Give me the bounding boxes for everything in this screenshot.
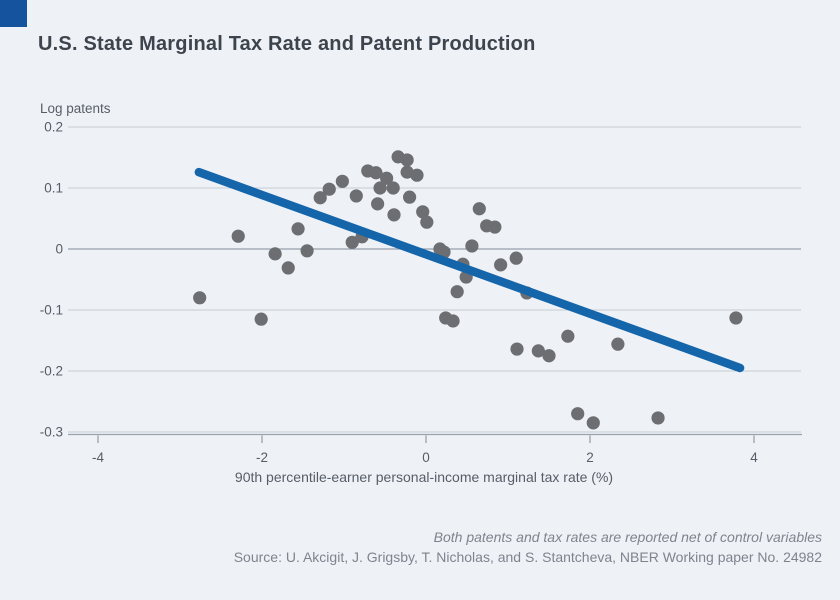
x-tick-label: 0: [422, 450, 430, 465]
data-point: [387, 208, 401, 222]
y-tick-label: 0.1: [44, 181, 63, 196]
x-tick-label: 2: [586, 450, 594, 465]
data-point: [313, 191, 327, 205]
data-point: [410, 168, 424, 182]
y-tick-label: -0.1: [40, 303, 63, 318]
footnote: Both patents and tax rates are reported …: [433, 529, 822, 545]
data-point: [651, 411, 665, 425]
y-tick-label: -0.2: [40, 364, 63, 379]
data-point: [510, 342, 524, 356]
data-point: [446, 314, 460, 328]
data-point: [268, 247, 282, 261]
x-tick-label: -4: [92, 450, 104, 465]
data-point: [586, 416, 600, 430]
data-point: [509, 251, 523, 265]
data-point: [416, 205, 430, 219]
y-axis-title: Log patents: [40, 101, 111, 116]
data-point: [386, 181, 400, 195]
data-point: [571, 407, 585, 421]
source-line: Source: U. Akcigit, J. Grigsby, T. Nicho…: [233, 549, 822, 565]
data-point: [450, 285, 464, 299]
data-point: [420, 215, 434, 229]
x-axis-title: 90th percentile-earner personal-income m…: [235, 469, 613, 485]
data-point: [729, 311, 743, 325]
data-point: [373, 181, 387, 195]
chart-footer: Both patents and tax rates are reported …: [62, 527, 822, 567]
data-point: [300, 244, 314, 258]
data-point: [542, 349, 556, 363]
data-point: [231, 229, 245, 243]
data-point: [335, 174, 349, 188]
data-point: [561, 329, 575, 343]
data-point: [380, 171, 394, 185]
data-point: [193, 291, 207, 305]
data-point: [254, 312, 268, 326]
data-point: [400, 153, 414, 167]
data-point: [349, 189, 363, 203]
data-point: [281, 261, 295, 275]
data-point: [291, 222, 305, 236]
y-tick-label: -0.3: [40, 425, 63, 440]
data-point: [369, 166, 383, 180]
y-tick-label: 0: [55, 242, 63, 257]
data-point: [322, 182, 336, 196]
x-tick-label: -2: [256, 450, 268, 465]
y-tick-label: 0.2: [44, 120, 63, 135]
trend-line: [194, 167, 745, 373]
data-point: [472, 202, 486, 216]
data-point: [371, 197, 385, 211]
data-point: [611, 337, 625, 351]
x-tick-label: 4: [750, 450, 758, 465]
data-point: [531, 344, 545, 358]
data-point: [345, 235, 359, 249]
data-point: [488, 220, 502, 234]
nber-brand-square: [0, 0, 27, 27]
data-point: [403, 190, 417, 204]
data-point: [465, 239, 479, 253]
data-point: [494, 258, 508, 272]
chart-title: U.S. State Marginal Tax Rate and Patent …: [38, 33, 536, 55]
